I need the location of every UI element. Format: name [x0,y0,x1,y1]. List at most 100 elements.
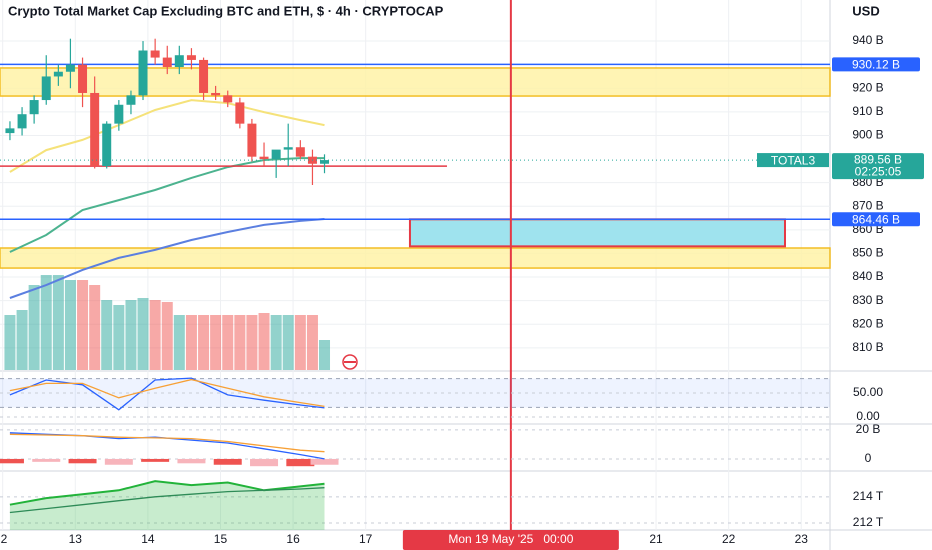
volume-bar [28,285,40,370]
x-tick-label: 2 [1,532,8,546]
volume-bar [113,305,125,370]
histogram-bar [0,458,24,464]
price-axis-panel [830,0,932,550]
volume-bar [210,315,222,370]
histogram-bar [32,458,61,462]
y-tick-label: 820 B [852,316,883,330]
volume-bar [222,315,234,370]
y-tick-label: 870 B [852,198,883,212]
x-tick-label: 23 [795,532,809,546]
chart-title: Crypto Total Market Cap Excluding BTC an… [8,3,444,18]
volume-bar [4,315,16,370]
candle-body [90,92,100,167]
y-tick-label: 0.00 [856,409,880,423]
candle-body [150,50,160,58]
candle-body [223,95,233,103]
volume-bar [89,285,101,370]
y-tick-label: 0 [865,451,872,465]
zone [0,247,831,269]
y-tick-label: 214 T [853,489,884,503]
candle-body [271,149,281,160]
candle-body [53,71,63,77]
volume-bar [149,300,161,370]
moving-average [9,218,325,299]
candle-body [17,114,27,129]
candle-body [295,147,305,157]
volume-bar [234,315,246,370]
volume-bar [173,315,185,370]
last-price-label: 889.56 B [854,152,902,166]
candle-body [162,57,172,68]
volume-bar [52,275,64,370]
indicator-line [9,433,325,453]
volume-bar [137,298,149,370]
candle-body [5,128,15,134]
level-label: 864.46 B [852,212,900,226]
candle-body [186,55,196,60]
indicator-line [9,432,325,460]
volume-bar [294,315,306,370]
candle-body [211,92,221,96]
candle-body [29,100,39,115]
candle-body [102,123,112,167]
volume-bar [306,315,318,370]
crosshair-tag [402,530,619,550]
y-tick-label: 900 B [852,128,883,142]
crosshair-label: Mon 19 May '25 00:00 [448,532,573,546]
candle-body [235,102,245,124]
histogram-bar [250,458,279,467]
volume-bar [258,313,270,370]
volume-bar [270,315,282,370]
area-fill [9,481,325,530]
volume-bar [77,280,89,370]
histogram-bar [213,458,242,465]
histogram-bar [104,458,133,465]
candle-body [138,50,148,96]
y-tick-label: 810 B [852,340,883,354]
x-tick-label: 15 [214,532,228,546]
candle-body [283,147,293,150]
indicator-line [9,378,325,408]
y-tick-label: 50.00 [853,385,883,399]
volume-bar [282,315,294,370]
volume-bar [198,315,210,370]
level-tag [832,57,920,72]
candle-body [259,156,269,160]
histogram-bar [68,458,97,464]
volume-bar [101,300,113,370]
level-tag [832,212,920,227]
x-tick-label: 14 [141,532,155,546]
last-price-tag [832,153,924,180]
candle-body [126,95,136,105]
level-label: 930.12 B [852,58,900,72]
target-box [408,218,786,248]
x-tick-label: 17 [359,532,373,546]
candle-body [247,123,257,157]
volume-bar [64,280,76,370]
y-tick-label: 840 B [852,269,883,283]
candle-body [174,55,184,68]
volume-bar [246,315,258,370]
volume-bar [161,302,173,370]
indicator-line [9,480,325,506]
histogram-bar [141,458,170,462]
histogram-bar [177,458,206,464]
moving-average [9,157,325,253]
countdown-label: 02:25:05 [855,164,902,178]
zone [0,67,831,97]
x-tick-label: 21 [649,532,663,546]
symbol-label: TOTAL3 [771,153,816,167]
indicator-line [9,487,325,514]
symbol-tag [757,153,829,168]
candle-body [199,59,209,93]
candle-body [320,160,330,164]
volume-bar [125,300,137,370]
candle-body [114,104,124,124]
x-tick-label: 13 [69,532,83,546]
volume-bar [40,275,52,370]
y-tick-label: 850 B [852,246,883,260]
candle-body [41,76,51,101]
y-tick-label: 20 B [856,422,881,436]
x-tick-label: 16 [286,532,300,546]
